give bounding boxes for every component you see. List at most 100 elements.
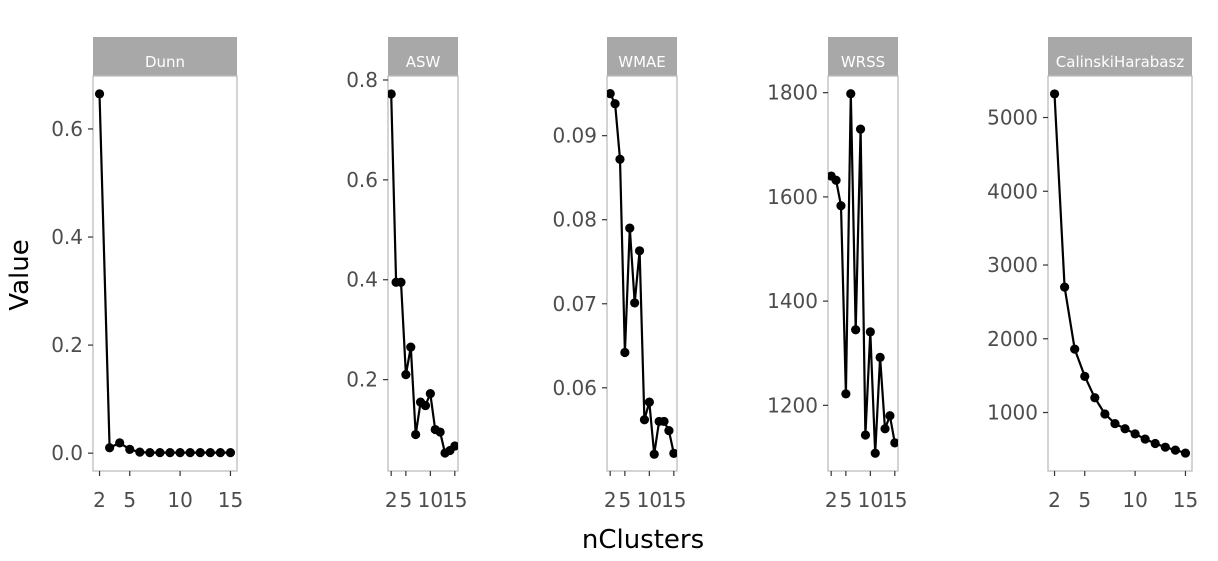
- data-point: [406, 342, 416, 352]
- x-tick-label: 5: [839, 488, 852, 512]
- data-point: [115, 438, 125, 448]
- data-point: [1180, 448, 1191, 458]
- x-tick-label: 10: [637, 488, 662, 512]
- series-line: [1053, 93, 1186, 455]
- data-point: [644, 397, 654, 407]
- y-tick-label: 0.2: [346, 368, 378, 392]
- x-tick-label: 5: [1078, 488, 1091, 512]
- y-tick-label: 0.09: [552, 124, 597, 148]
- data-point: [659, 416, 669, 427]
- x-tick-label: 10: [858, 488, 883, 512]
- facet-strip-label: CalinskiHarabasz: [1056, 53, 1185, 71]
- data-point: [145, 448, 155, 458]
- data-point: [860, 430, 871, 440]
- data-point: [401, 370, 411, 380]
- data-point: [185, 448, 195, 458]
- data-point: [610, 99, 620, 109]
- data-point: [870, 448, 880, 458]
- x-tick-label: 10: [1122, 488, 1147, 512]
- x-tick-label: 5: [399, 488, 412, 512]
- data-point: [649, 449, 659, 459]
- x-tick-label: 5: [618, 488, 631, 512]
- x-tick-label: 10: [167, 488, 192, 512]
- data-point: [1160, 442, 1170, 452]
- data-point: [855, 124, 866, 134]
- y-tick-label: 1200: [767, 393, 818, 417]
- x-axis-title: nClusters: [582, 525, 704, 555]
- data-point: [195, 448, 205, 458]
- data-point: [1130, 429, 1140, 439]
- panel-border: [92, 75, 238, 472]
- y-tick-label: 1600: [767, 185, 818, 209]
- data-point: [205, 448, 215, 458]
- y-axis-title: Value: [5, 239, 35, 310]
- facet-strip: [388, 37, 458, 76]
- data-point: [225, 448, 236, 458]
- x-tick-label: 10: [418, 488, 443, 512]
- data-point: [846, 89, 856, 99]
- data-point: [865, 327, 875, 337]
- y-tick-label: 0.4: [51, 225, 83, 249]
- panel-calinskiharabasz: CalinskiHarabasz 1000 2000 3000 4000 5000 2 5 10…: [987, 37, 1198, 512]
- y-tick-label: 5000: [987, 106, 1038, 130]
- series-line: [98, 93, 231, 454]
- data-point: [625, 223, 635, 233]
- data-point: [1070, 344, 1080, 354]
- panel-border: [827, 75, 899, 472]
- facet-strip: [607, 37, 677, 76]
- y-tick-label: 0.6: [346, 168, 378, 192]
- data-point: [615, 154, 625, 164]
- data-point: [1100, 409, 1110, 419]
- facet-strip: [1048, 37, 1192, 76]
- y-tick-label: 0.4: [346, 268, 378, 292]
- data-point: [880, 424, 890, 434]
- data-point: [1090, 393, 1100, 403]
- data-point: [388, 89, 396, 99]
- x-tick-label: 15: [218, 488, 243, 512]
- x-tick-label: 15: [442, 488, 467, 512]
- data-point: [396, 277, 406, 287]
- panel-wrss: WRSS 1200 1400 1600 1800 2 5 10 15: [767, 37, 908, 512]
- y-tick-label: 1800: [767, 81, 818, 105]
- data-point: [1120, 424, 1130, 434]
- y-tick-label: 4000: [987, 179, 1038, 203]
- y-tick-label: 3000: [987, 253, 1038, 277]
- y-tick-label: 0.0: [51, 441, 83, 465]
- data-point: [125, 444, 135, 454]
- data-point: [620, 347, 630, 358]
- data-point: [435, 427, 445, 437]
- y-tick-label: 0.06: [552, 376, 597, 400]
- data-point: [607, 89, 615, 99]
- y-tick-label: 1400: [767, 289, 818, 313]
- x-tick-label: 2: [825, 488, 838, 512]
- panel-border: [387, 75, 459, 472]
- panel-asw: ASW 0.2 0.4 0.6 0.8 2 5 10 15: [346, 37, 468, 512]
- data-point: [175, 448, 185, 458]
- y-tick-label: 0.2: [51, 333, 83, 357]
- facet-strip-label: WRSS: [841, 53, 885, 71]
- data-point: [851, 325, 861, 335]
- x-tick-label: 15: [661, 488, 686, 512]
- data-point: [639, 415, 650, 425]
- panel-dunn: Dunn 0.0 0.2 0.4 0.6 2 5 10 15: [51, 37, 243, 512]
- x-tick-label: 15: [1173, 488, 1198, 512]
- data-point: [411, 429, 421, 440]
- data-point: [1060, 282, 1070, 292]
- data-point: [1080, 371, 1090, 381]
- data-point: [1140, 434, 1150, 444]
- data-point: [875, 352, 885, 362]
- series-line: [830, 92, 896, 455]
- data-point: [634, 246, 645, 256]
- data-point: [135, 447, 145, 457]
- x-tick-label: 5: [123, 488, 136, 512]
- data-point: [165, 448, 175, 458]
- x-tick-label: 15: [882, 488, 907, 512]
- x-tick-label: 2: [604, 488, 617, 512]
- y-tick-label: 0.6: [51, 117, 83, 141]
- data-point: [841, 389, 851, 399]
- data-point: [885, 411, 895, 421]
- y-tick-label: 0.08: [552, 208, 597, 232]
- data-point: [215, 448, 225, 458]
